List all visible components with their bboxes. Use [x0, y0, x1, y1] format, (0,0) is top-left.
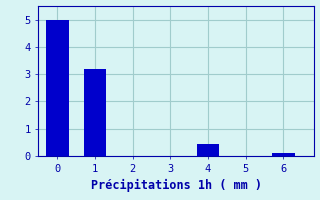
- X-axis label: Précipitations 1h ( mm ): Précipitations 1h ( mm ): [91, 179, 261, 192]
- Bar: [84, 69, 106, 156]
- Bar: [46, 20, 68, 156]
- Bar: [197, 144, 219, 156]
- Bar: [272, 153, 295, 156]
